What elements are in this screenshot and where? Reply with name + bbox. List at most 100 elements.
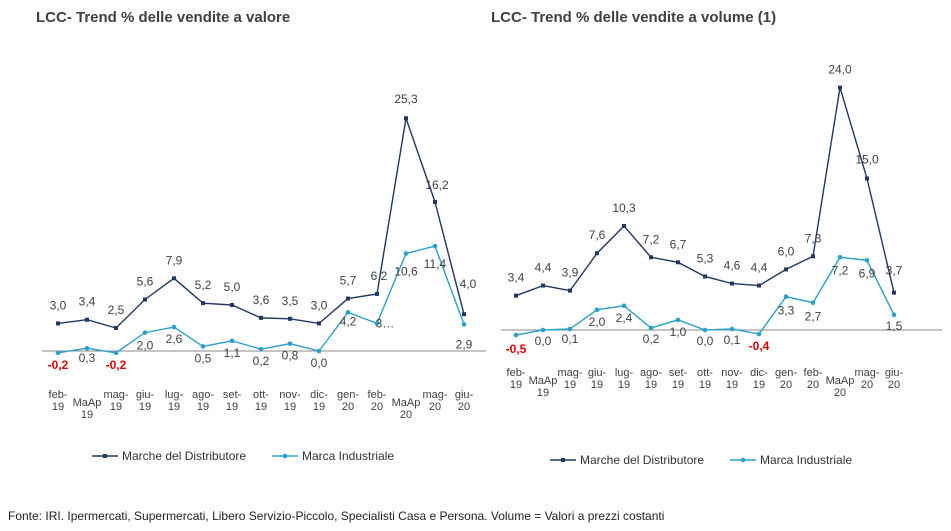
x-tick-label-line: 20 xyxy=(888,379,900,391)
data-label: 10,6 xyxy=(394,264,418,278)
data-label: 24,0 xyxy=(828,63,852,77)
x-tick-label-line: 20 xyxy=(807,379,819,391)
x-tick-label-line: 19 xyxy=(726,379,738,391)
data-label: 2,7 xyxy=(805,310,822,324)
data-point-marche-distributore xyxy=(375,291,379,296)
data-point-marche-distributore xyxy=(346,296,350,301)
data-point-marche-distributore xyxy=(85,317,89,322)
data-label: 6,2 xyxy=(371,269,388,283)
legend-marker xyxy=(561,458,565,462)
x-tick-label-line: 20 xyxy=(342,401,354,413)
data-label: 4,0 xyxy=(460,277,477,291)
x-tick-label: nov-19 xyxy=(279,389,301,413)
x-tick-label-line: feb- xyxy=(804,367,823,379)
data-point-marca-industriale xyxy=(171,324,177,330)
data-label: 2,4 xyxy=(616,311,633,325)
data-label: 2,0 xyxy=(589,315,606,329)
x-tick-label: ott-19 xyxy=(253,389,269,413)
data-label: 3,5 xyxy=(282,294,299,308)
data-point-marca-industriale xyxy=(675,317,681,323)
x-tick-label: mag-20 xyxy=(422,389,447,413)
data-label: 0,0 xyxy=(535,334,552,348)
data-point-marche-distributore xyxy=(622,223,626,228)
data-label: 7,2 xyxy=(832,263,849,277)
data-point-marca-industriale xyxy=(729,326,735,332)
x-tick-label: nov-19 xyxy=(721,367,743,391)
x-tick-label-line: 19 xyxy=(226,401,238,413)
chart-valore: LCC- Trend % delle vendite a valore 3,0 3,… xyxy=(36,9,486,463)
x-tick-label: ago-19 xyxy=(192,389,214,413)
data-point-marche-distributore xyxy=(838,85,842,90)
data-point-marca-industriale xyxy=(55,350,61,356)
data-label: 6,9 xyxy=(859,266,876,280)
x-tick-label-line: mag- xyxy=(557,367,582,379)
x-tick-label-line: dic- xyxy=(310,389,328,401)
data-point-marche-distributore xyxy=(757,283,761,288)
data-label: 6,7 xyxy=(670,237,687,251)
data-point-marca-industriale xyxy=(567,326,573,332)
data-label: 5,3 xyxy=(697,251,714,265)
x-tick-label-line: 19 xyxy=(537,387,549,399)
data-label: 0,8 xyxy=(282,349,299,363)
data-label: 4,2 xyxy=(340,314,357,328)
data-label: 25,3 xyxy=(394,92,418,106)
data-label: 0,2 xyxy=(643,332,660,346)
data-label: 1,1 xyxy=(224,346,241,360)
data-point-marche-distributore xyxy=(784,267,788,272)
data-point-marche-distributore xyxy=(703,274,707,279)
data-point-marca-industriale xyxy=(810,300,816,306)
data-label: 2,9 xyxy=(456,337,473,351)
data-label: 3,6 xyxy=(253,293,270,307)
data-label: 10,3 xyxy=(612,201,636,215)
data-label: 15,0 xyxy=(855,153,879,167)
x-tick-label: MaAp 19 xyxy=(73,397,102,421)
x-tick-label-line: 19 xyxy=(618,379,630,391)
data-label: 5,6 xyxy=(137,274,154,288)
x-tick-label-line: MaAp xyxy=(826,375,855,387)
data-point-marche-distributore xyxy=(892,290,896,295)
x-tick-label: lug-19 xyxy=(615,367,634,391)
data-point-marche-distributore xyxy=(433,199,437,204)
data-label: 7,9 xyxy=(166,253,183,267)
x-tick-label: feb-19 xyxy=(507,367,526,391)
x-tick-label: feb-20 xyxy=(368,389,387,413)
data-point-marche-distributore xyxy=(114,326,118,330)
data-point-marca-industriale xyxy=(621,303,627,309)
data-point-marche-distributore xyxy=(404,116,408,121)
x-tick-label: set-19 xyxy=(223,389,242,413)
data-point-marche-distributore xyxy=(811,254,815,259)
data-point-marca-industriale xyxy=(837,254,843,260)
data-point-marche-distributore xyxy=(143,297,147,302)
data-label: 4,4 xyxy=(535,261,552,275)
data-point-marche-distributore xyxy=(462,312,466,317)
x-tick-label-line: gen- xyxy=(775,367,797,379)
x-tick-label-line: 20 xyxy=(400,409,412,421)
data-point-marche-distributore xyxy=(201,301,205,306)
data-label: 5,0 xyxy=(224,280,241,294)
data-label: 4,6 xyxy=(724,259,741,273)
chart-title: LCC- Trend % delle vendite a valore xyxy=(36,9,290,26)
data-label: 2,6 xyxy=(166,332,183,346)
data-label: 3,4 xyxy=(79,295,96,309)
data-label: 3,7 xyxy=(886,264,903,278)
data-label: 0,3 xyxy=(79,351,96,365)
x-tick-label-line: 19 xyxy=(510,379,522,391)
chart-title: LCC- Trend % delle vendite a volume (1) xyxy=(491,9,776,26)
x-tick-label-line: ago- xyxy=(192,389,214,401)
x-tick-label-line: giu- xyxy=(455,389,474,401)
x-tick-label: dic-19 xyxy=(310,389,328,413)
x-tick-label: MaAp 19 xyxy=(529,375,558,399)
x-tick-label: feb-20 xyxy=(804,367,823,391)
data-label: 3… xyxy=(376,316,395,330)
chart-volume: LCC- Trend % delle vendite a volume (1) 3… xyxy=(491,9,942,467)
x-tick-label-line: dic- xyxy=(750,367,768,379)
data-point-marca-industriale xyxy=(374,321,380,326)
x-tick-label-line: 20 xyxy=(371,401,383,413)
x-tick-label-line: lug- xyxy=(165,389,184,401)
x-tick-label-line: 19 xyxy=(753,379,765,391)
x-tick-label-line: gen- xyxy=(337,389,359,401)
data-point-marca-industriale xyxy=(461,322,467,327)
x-tick-label: set-19 xyxy=(669,367,688,391)
x-tick-label-line: 19 xyxy=(645,379,657,391)
